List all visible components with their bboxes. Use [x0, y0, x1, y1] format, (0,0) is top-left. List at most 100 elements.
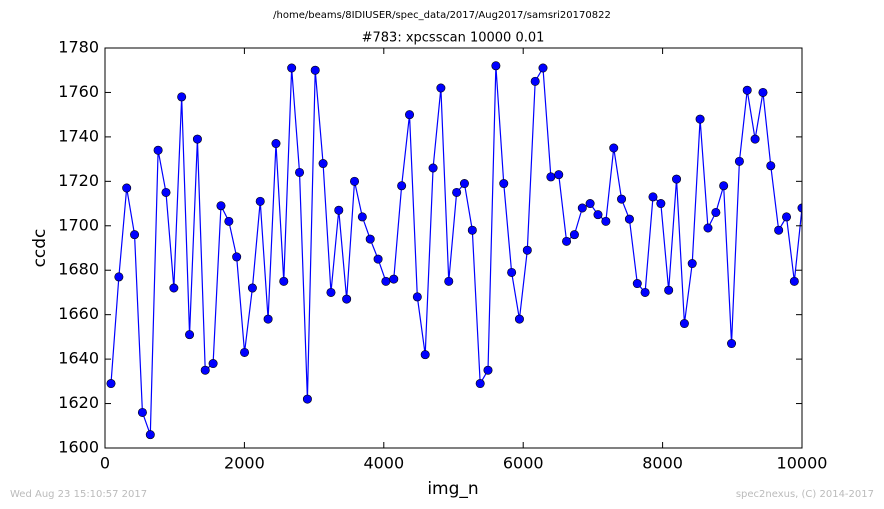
data-point: [789, 276, 799, 286]
y-tick-label: 1600: [58, 438, 99, 457]
data-point: [562, 236, 572, 246]
x-tick-label: 6000: [503, 454, 544, 473]
data-point: [585, 199, 595, 209]
data-point: [507, 267, 517, 277]
data-point: [412, 292, 422, 302]
data-point: [719, 181, 729, 191]
data-point: [145, 430, 155, 440]
data-point: [310, 65, 320, 75]
data-point: [106, 379, 116, 389]
data-point: [530, 76, 540, 86]
data-point: [459, 179, 469, 189]
data-point: [240, 347, 250, 357]
data-point: [648, 192, 658, 202]
y-tick-label: 1660: [58, 304, 99, 323]
data-point: [420, 350, 430, 360]
data-point: [601, 216, 611, 226]
data-point: [389, 274, 399, 284]
data-point: [711, 207, 721, 217]
data-point: [334, 205, 344, 215]
data-point: [153, 145, 163, 155]
data-point: [522, 245, 532, 255]
data-point: [137, 407, 147, 417]
data-point: [774, 225, 784, 235]
data-point: [350, 176, 360, 186]
data-point: [632, 279, 642, 289]
data-point: [232, 252, 242, 262]
data-point: [766, 161, 776, 171]
data-point: [452, 187, 462, 197]
plot-frame: [104, 47, 803, 449]
data-point: [247, 283, 257, 293]
y-tick-label: 1640: [58, 349, 99, 368]
data-point: [734, 156, 744, 166]
data-point: [483, 365, 493, 375]
data-point: [538, 63, 548, 73]
data-point: [569, 230, 579, 240]
file-path: /home/beams/8IDIUSER/spec_data/2017/Aug2…: [273, 10, 611, 21]
data-point: [216, 201, 226, 211]
data-point: [224, 216, 234, 226]
data-point: [295, 167, 305, 177]
data-point: [436, 83, 446, 93]
data-point: [617, 194, 627, 204]
footer-date: Wed Aug 23 15:10:57 2017: [10, 489, 147, 500]
data-point: [397, 181, 407, 191]
data-point: [664, 285, 674, 295]
data-point: [271, 139, 281, 149]
plot-area: [106, 61, 802, 440]
y-tick-label: 1720: [58, 171, 99, 190]
x-tick-label: 0: [100, 454, 110, 473]
data-point: [326, 287, 336, 297]
data-point: [122, 183, 132, 193]
data-point: [279, 276, 289, 286]
y-tick-label: 1680: [58, 260, 99, 279]
data-point: [679, 319, 689, 329]
data-point: [546, 172, 556, 182]
data-point: [114, 272, 124, 282]
data-point: [491, 61, 501, 71]
data-point: [742, 85, 752, 95]
data-point: [758, 87, 768, 97]
data-point: [200, 365, 210, 375]
x-tick-label: 10000: [777, 454, 828, 473]
data-point: [656, 199, 666, 209]
data-point: [169, 283, 179, 293]
data-point: [365, 234, 375, 244]
data-point: [405, 110, 415, 120]
data-point: [703, 223, 713, 233]
chart-title: #783: xpcsscan 10000 0.01: [362, 31, 545, 46]
data-point: [554, 170, 564, 180]
y-tick-label: 1620: [58, 393, 99, 412]
data-point: [208, 359, 218, 369]
data-point: [302, 394, 312, 404]
data-point: [750, 134, 760, 144]
data-point: [177, 92, 187, 102]
data-point: [475, 379, 485, 389]
data-point: [514, 314, 524, 324]
data-point: [381, 276, 391, 286]
data-point: [255, 196, 265, 206]
data-point: [318, 159, 328, 169]
data-point: [130, 230, 140, 240]
data-point: [609, 143, 619, 153]
data-point: [593, 210, 603, 220]
data-point: [444, 276, 454, 286]
x-tick-label: 4000: [363, 454, 404, 473]
data-point: [342, 294, 352, 304]
data-point: [687, 259, 697, 269]
data-point: [287, 63, 297, 73]
data-point: [577, 203, 587, 213]
data-point: [695, 114, 705, 124]
data-point: [192, 134, 202, 144]
x-tick-label: 2000: [224, 454, 265, 473]
data-point: [428, 163, 438, 173]
data-point: [782, 212, 792, 222]
y-tick-label: 1780: [58, 38, 99, 57]
y-tick-label: 1740: [58, 126, 99, 145]
x-tick-label: 8000: [642, 454, 683, 473]
data-point: [357, 212, 367, 222]
data-point: [373, 254, 383, 264]
data-point: [499, 179, 509, 189]
y-axis-label: ccdc: [30, 229, 50, 268]
